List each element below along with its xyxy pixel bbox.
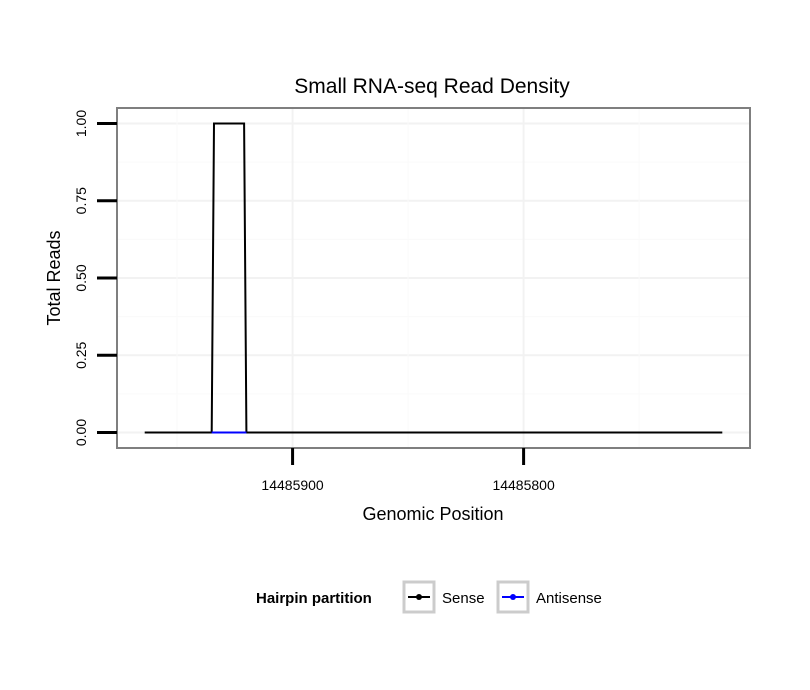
legend-label-antisense: Antisense [536,590,602,607]
x-axis-label: Genomic Position [362,504,503,524]
x-axis: 14485900 14485800 [261,448,555,493]
y-tick-label-0: 0.00 [73,419,89,446]
legend-label-sense: Sense [442,590,485,607]
legend-title: Hairpin partition [256,590,372,607]
series-line-sense [144,122,723,434]
plot-panel [116,107,751,449]
x-tick-label-1: 14485800 [492,477,555,493]
y-axis: 0.00 0.25 0.50 0.75 1.00 [73,110,117,446]
legend-key-antisense-dot [510,594,516,600]
y-tick-label-3: 0.75 [73,187,89,214]
y-axis-label: Total Reads [44,230,64,325]
y-tick-label-4: 1.00 [73,110,89,137]
legend-key-sense-dot [416,594,422,600]
y-tick-label-2: 0.50 [73,264,89,291]
chart-title: Small RNA-seq Read Density [294,75,570,98]
x-tick-label-0: 14485900 [261,477,324,493]
legend-item-sense[interactable]: Sense [402,580,485,614]
y-tick-label-1: 0.25 [73,341,89,368]
legend-item-antisense[interactable]: Antisense [496,580,602,614]
legend: Hairpin partition Sense Antisense [256,580,602,614]
series-lines [144,122,723,434]
